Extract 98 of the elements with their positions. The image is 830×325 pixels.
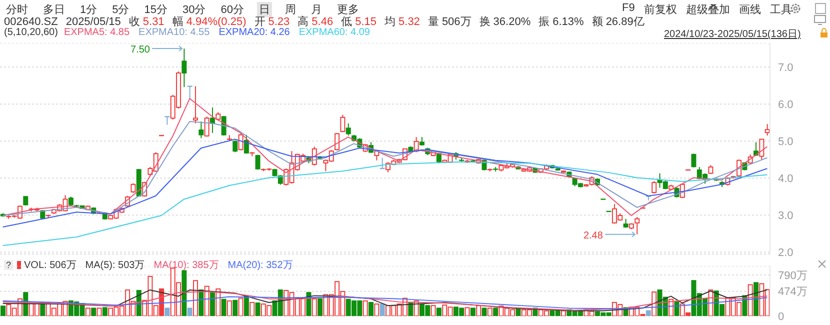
candlestick — [238, 133, 244, 151]
bar — [487, 308, 492, 316]
candlestick — [164, 116, 170, 126]
candlestick — [652, 180, 657, 194]
text: 1分 — [79, 3, 98, 17]
candlestick — [691, 153, 696, 168]
bar — [561, 310, 566, 316]
text: 工具 — [770, 3, 792, 17]
text: 月 — [310, 3, 323, 17]
y-tick-label: 7.0 — [778, 62, 794, 74]
bar — [226, 300, 232, 316]
bar — [244, 296, 249, 316]
y-tick-label: 3.0 — [778, 210, 794, 222]
bar — [232, 300, 238, 316]
bar — [482, 308, 487, 316]
text: 60分 — [220, 3, 245, 17]
candlestick — [204, 116, 210, 138]
bar — [210, 292, 215, 316]
bar — [374, 304, 380, 316]
bar — [362, 300, 368, 316]
candlestick — [340, 114, 346, 133]
text: 更多 — [336, 3, 360, 16]
chart-title: 002640.SZ — [4, 16, 58, 28]
bar — [368, 302, 374, 316]
bar — [312, 298, 317, 316]
bar — [216, 288, 221, 316]
text: 画线 — [738, 3, 761, 17]
y-tick-label: 5.0 — [778, 136, 794, 148]
text: EXPMA10: 4.55 — [138, 27, 210, 38]
candlestick — [759, 138, 764, 160]
line-series — [2, 98, 768, 216]
bar — [193, 280, 198, 316]
bar — [0, 306, 6, 316]
text: 5分 — [111, 3, 130, 17]
candlestick — [346, 122, 351, 136]
bar — [646, 310, 651, 316]
bar — [250, 302, 255, 316]
text: 前复权 — [644, 3, 677, 16]
candlestick — [130, 182, 136, 194]
bar — [493, 308, 498, 316]
text: 分时 — [5, 3, 29, 17]
text: 周 — [284, 3, 297, 17]
bar — [436, 308, 442, 316]
bar — [318, 298, 323, 316]
bar — [380, 304, 385, 316]
y-tick-label: 474万 — [778, 286, 808, 298]
bar — [96, 308, 102, 316]
bar — [85, 308, 90, 316]
text: EXPMA5: 4.85 — [64, 27, 130, 38]
text: F9 — [622, 2, 635, 16]
line-series — [2, 138, 768, 228]
text: (5,10,20,60) — [4, 27, 58, 38]
candlestick — [634, 216, 640, 235]
bar — [91, 308, 96, 316]
bar — [748, 284, 753, 316]
text: 多日 — [42, 3, 66, 17]
y-tick-label: 2.0 — [778, 247, 794, 260]
candlestick — [764, 124, 770, 136]
bar — [187, 308, 192, 316]
bar — [164, 308, 170, 316]
candlestick — [232, 140, 238, 153]
text: 超级叠加 — [686, 3, 730, 17]
y-tick-label: 0 — [778, 310, 784, 323]
candlestick — [193, 86, 198, 124]
y-tick-label: 4.0 — [778, 173, 794, 186]
annotation: ? — [4, 260, 13, 270]
bar — [221, 298, 226, 316]
bar — [476, 305, 482, 316]
text: 15分 — [143, 3, 168, 17]
line-series — [2, 161, 768, 246]
bar — [182, 270, 187, 316]
series-label: MA(5): 503万 — [85, 259, 145, 272]
candlestick — [186, 86, 193, 100]
bar — [238, 298, 244, 316]
bar — [255, 302, 260, 316]
annotation: 7.50 — [130, 44, 150, 56]
text: 2024/10/23-2025/05/15(136日) — [664, 28, 801, 41]
bar — [754, 282, 759, 316]
y-tick-label: 6.0 — [778, 98, 794, 111]
bar — [408, 302, 414, 316]
text: 2025/05/15 收 5.31 幅 4.94%(0.25) 开 5.23 高 5.46 低 5.15 均 5.32 量 506万 换 36.20% 振 6.13% 额 26.89亿 — [66, 16, 644, 28]
y-tick-label: 790万 — [778, 270, 808, 282]
bar — [470, 308, 476, 316]
text: MA(10): 385万 — [154, 259, 219, 272]
text: MA(20): 352万 — [228, 259, 293, 272]
text: 日 — [257, 2, 272, 17]
candlestick — [182, 48, 187, 88]
text: 30分 — [182, 3, 207, 16]
text: EXPMA60: 4.09 — [298, 27, 370, 38]
candlestick — [198, 120, 204, 139]
bar — [674, 301, 680, 316]
bar — [102, 307, 108, 316]
text: EXPMA20: 4.26 — [218, 27, 290, 38]
legend-label: VOL: 506万 — [23, 259, 76, 272]
annotation: 2.48 — [583, 230, 604, 242]
line-series — [2, 296, 768, 310]
bar — [464, 307, 470, 316]
bar — [430, 305, 436, 316]
